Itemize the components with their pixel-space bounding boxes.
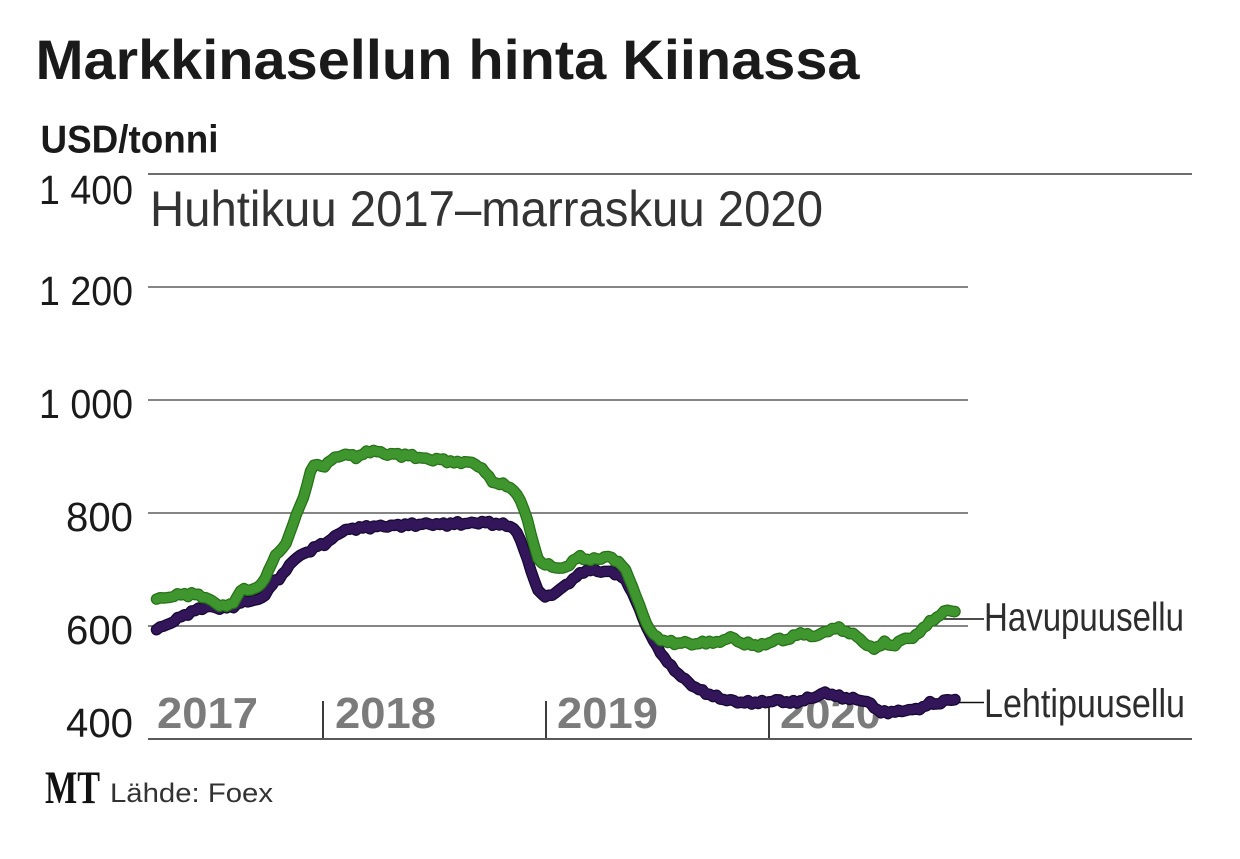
- svg-text:Huhtikuu 2017–marraskuu 2020: Huhtikuu 2017–marraskuu 2020: [150, 181, 823, 237]
- svg-text:1 200: 1 200: [39, 268, 133, 314]
- svg-text:1 400: 1 400: [39, 167, 133, 213]
- svg-text:1 000: 1 000: [39, 381, 133, 427]
- svg-text:600: 600: [66, 607, 133, 653]
- svg-text:Lehtipuusellu: Lehtipuusellu: [984, 682, 1185, 726]
- svg-text:Havupuusellu: Havupuusellu: [984, 596, 1184, 640]
- svg-text:MT: MT: [45, 762, 100, 814]
- svg-text:USD/tonni: USD/tonni: [41, 119, 219, 162]
- svg-text:800: 800: [66, 494, 133, 540]
- svg-text:2019: 2019: [557, 689, 658, 738]
- svg-text:2018: 2018: [335, 689, 436, 738]
- svg-text:Lähde: Foex: Lähde: Foex: [110, 778, 274, 808]
- svg-text:2017: 2017: [157, 689, 258, 738]
- svg-text:400: 400: [66, 700, 133, 746]
- svg-text:Markkinasellun hinta Kiinassa: Markkinasellun hinta Kiinassa: [36, 28, 861, 91]
